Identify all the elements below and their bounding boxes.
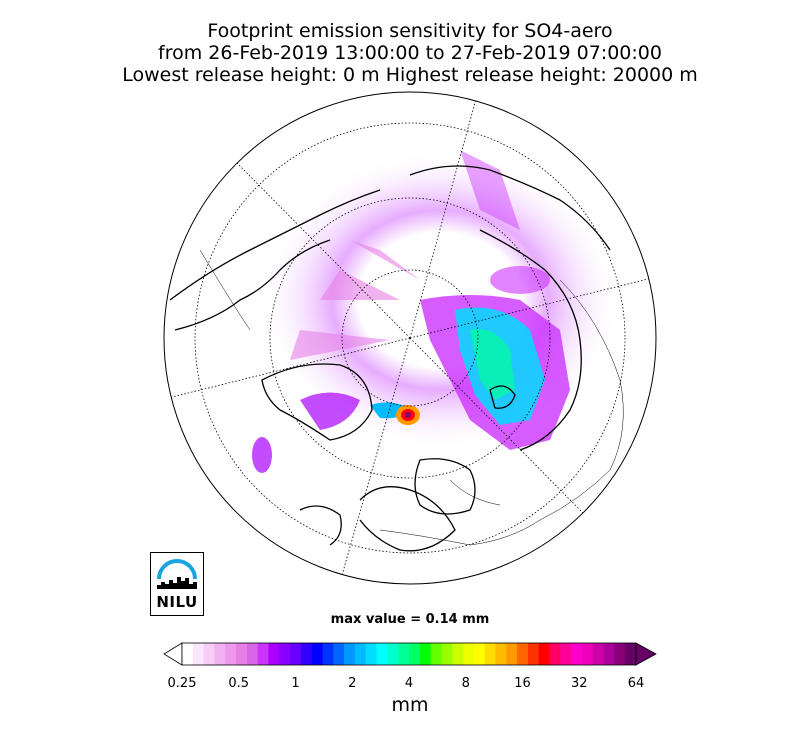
colorbar-cell bbox=[409, 643, 421, 665]
colorbar-cell bbox=[430, 643, 442, 665]
colorbar-cell bbox=[192, 643, 205, 665]
colorbar-cell bbox=[365, 643, 378, 665]
colorbar-cell bbox=[560, 643, 572, 665]
colorbar-cell bbox=[290, 643, 302, 665]
colorbar-cell bbox=[506, 643, 518, 665]
colorbar-tick-label: 4 bbox=[404, 676, 414, 691]
colorbar-cell bbox=[236, 643, 248, 665]
colorbar-cell bbox=[614, 643, 626, 665]
colorbar-cell bbox=[549, 643, 561, 665]
colorbar-tick-label: 16 bbox=[514, 676, 531, 691]
colorbar-cell bbox=[473, 643, 486, 665]
colorbar-cell bbox=[517, 643, 529, 665]
colorbar-cell bbox=[452, 643, 464, 665]
borders bbox=[199, 249, 624, 546]
colorbar-frame bbox=[181, 642, 637, 666]
colorbar-tick-label: 8 bbox=[461, 676, 470, 691]
colorbar-cell bbox=[484, 643, 496, 665]
polar-map bbox=[163, 91, 657, 585]
colorbar-cell bbox=[344, 643, 356, 665]
colorbar-cell bbox=[419, 643, 432, 665]
colorbar-cell bbox=[625, 643, 637, 665]
colorbar-tick-label: 0.5 bbox=[228, 676, 250, 691]
colorbar-cell bbox=[376, 643, 388, 665]
colorbar-cell bbox=[527, 643, 540, 665]
colorbar-cell bbox=[203, 643, 215, 665]
map-title: Footprint emission sensitivity for SO4-a… bbox=[207, 20, 613, 42]
colorbar-cell bbox=[495, 643, 507, 665]
release-heights: Lowest release height: 0 m Highest relea… bbox=[122, 64, 698, 86]
colorbar-cell bbox=[354, 643, 367, 665]
colorbar-unit: mm bbox=[391, 694, 429, 716]
colorbar-over-arrow bbox=[635, 642, 657, 666]
colorbar-tick-label: 1 bbox=[291, 676, 300, 691]
colorbar-cell bbox=[214, 643, 226, 665]
colorbar-cell bbox=[333, 643, 345, 665]
globe-outline bbox=[163, 91, 657, 585]
colorbar-tick-label: 0.25 bbox=[167, 676, 197, 691]
max-value: max value = 0.14 mm bbox=[330, 612, 490, 627]
colorbar-cell bbox=[592, 643, 605, 665]
colorbar-cell bbox=[246, 643, 259, 665]
colorbar-cell bbox=[322, 643, 334, 665]
colorbar-tick-label: 64 bbox=[627, 676, 645, 691]
time-range: from 26-Feb-2019 13:00:00 to 27-Feb-2019… bbox=[158, 42, 662, 64]
colorbar-cell bbox=[571, 643, 583, 665]
colorbar-cell bbox=[311, 643, 324, 665]
colorbar-cell bbox=[441, 643, 453, 665]
colorbar-cell bbox=[182, 643, 194, 665]
graticule bbox=[167, 92, 653, 583]
colorbar-cell bbox=[225, 643, 237, 665]
colorbar-cell bbox=[538, 643, 551, 665]
colorbar-tick-label: 2 bbox=[348, 676, 357, 691]
sensitivity-field bbox=[252, 150, 620, 473]
colorbar-cell bbox=[603, 643, 615, 665]
nilu-logo-text: NILU bbox=[156, 593, 198, 611]
nilu-logo-graphic bbox=[157, 559, 197, 589]
colorbar-cell bbox=[463, 643, 475, 665]
colorbar-tick-label: 32 bbox=[570, 676, 588, 691]
colorbar-cell bbox=[279, 643, 291, 665]
colorbar-cell bbox=[300, 643, 313, 665]
colorbar-cell bbox=[581, 643, 594, 665]
nilu-logo: NILU bbox=[150, 552, 204, 616]
colorbar-under-arrow bbox=[163, 642, 183, 666]
colorbar-cell bbox=[398, 643, 410, 665]
colorbar-cell bbox=[257, 643, 269, 665]
colorbar-cell bbox=[387, 643, 399, 665]
colorbar-cell bbox=[268, 643, 280, 665]
coastlines bbox=[169, 165, 611, 552]
